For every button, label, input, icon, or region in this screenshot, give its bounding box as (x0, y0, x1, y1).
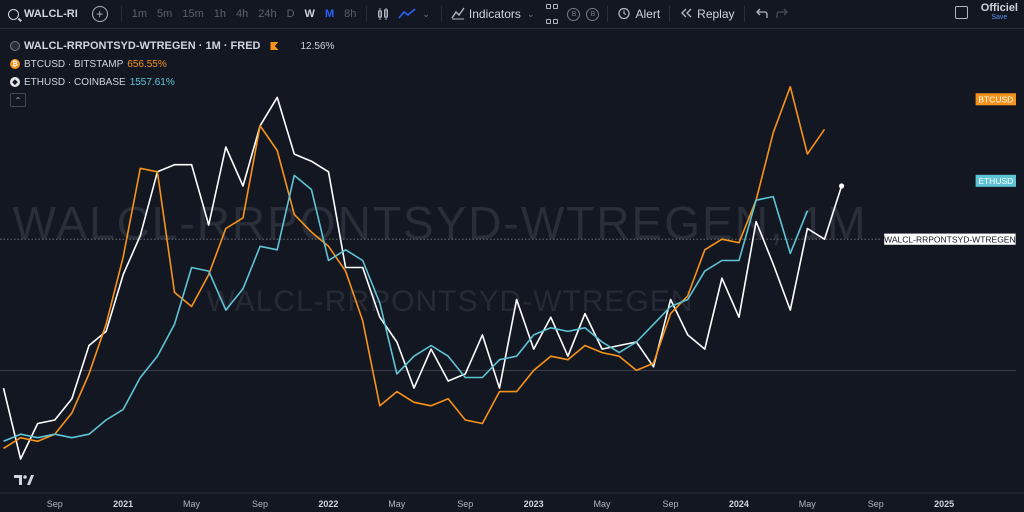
chart-legend: WALCL-RRPONTSYD-WTREGEN · 1M · FRED 12.5… (10, 37, 334, 107)
fullscreen-icon[interactable] (955, 6, 968, 19)
price-label-reference: WALCL-RRPONTSYD-WTREGEN (883, 232, 1017, 246)
time-axis-tick: 2025 (934, 499, 954, 509)
legend-main-row[interactable]: WALCL-RRPONTSYD-WTREGEN · 1M · FRED 12.5… (10, 37, 334, 55)
indicators-label: Indicators (468, 7, 521, 21)
interval-5m[interactable]: 5m (157, 8, 173, 20)
tradingview-logo (14, 475, 34, 485)
legend-eth-row[interactable]: ◆ ETHUSD · COINBASE 1557.61% (10, 73, 334, 91)
series-line-walcl-rrpontsyd-wtregen[interactable] (2, 96, 843, 460)
layout-grid-icon[interactable] (546, 0, 559, 28)
toolbar-divider (440, 6, 442, 22)
redo-icon[interactable] (772, 0, 794, 28)
flag-icon (270, 42, 279, 50)
price-label-ethusd: ETHUSD (975, 174, 1016, 187)
indicators-button[interactable]: Indicators (447, 0, 525, 28)
b-badge-icon[interactable]: B (567, 7, 581, 21)
replay-button[interactable]: Replay (675, 0, 738, 28)
time-axis-tick: 2021 (113, 499, 133, 509)
time-axis-tick: May (593, 499, 611, 509)
time-axis-tick: 2023 (524, 499, 544, 509)
alert-label: Alert (635, 7, 661, 21)
time-axis-tick: Sep (663, 499, 679, 509)
series-line-ethusd[interactable] (3, 174, 809, 443)
toolbar-divider (743, 6, 745, 22)
replay-label: Replay (697, 7, 735, 21)
account-label: Officiel (980, 2, 1018, 14)
toolbar-divider (366, 6, 368, 22)
legend-collapse-chevron-up-icon[interactable]: ⌃ (10, 93, 26, 107)
alert-button[interactable]: Alert (613, 0, 664, 28)
price-label-reference-text: WALCL-RRPONTSYD-WTREGEN (884, 234, 1015, 244)
account-menu[interactable]: Officiel Save (981, 2, 1018, 21)
symbol-label: WALCL-RI (24, 8, 78, 20)
interval-D[interactable]: D (286, 8, 295, 20)
time-axis-tick: May (183, 499, 201, 509)
time-axis-tick: May (388, 499, 406, 509)
interval-8h[interactable]: 8h (344, 8, 357, 20)
time-axis-tick: 2024 (729, 499, 749, 509)
legend-btc-row[interactable]: ₿ BTCUSD · BITSTAMP 656.55% (10, 55, 334, 73)
price-chart[interactable]: WALCL-RRPONTSYD-WTREGEN, 1M WALCL-RRPONT… (0, 29, 1024, 512)
interval-M[interactable]: M (324, 8, 335, 20)
toolbar-divider (669, 6, 671, 22)
series-end-dot (839, 183, 845, 189)
time-axis-tick: 2022 (318, 499, 338, 509)
time-axis-tick: May (799, 499, 817, 509)
series-layer (2, 85, 845, 460)
rewind-icon (675, 6, 697, 23)
save-label: Save (991, 14, 1008, 21)
legend-main-value: 12.56% (300, 40, 335, 52)
price-axis-labels: BTCUSD ETHUSD WALCL-RRPONTSYD-WTREGEN (883, 93, 1017, 246)
chart-type-chevron-down-icon[interactable]: ⌄ (422, 8, 430, 19)
indicators-icon (447, 6, 469, 23)
interval-24h[interactable]: 24h (258, 8, 277, 20)
legend-btc-name: BTCUSD · BITSTAMP (24, 58, 124, 70)
top-toolbar: WALCL-RI + 1m 5m 15m 1h 4h 24h D W M 8h ⌄ Indicat… (0, 0, 1024, 29)
price-label-ethusd-text: ETHUSD (978, 176, 1013, 186)
time-axis-tick: Sep (457, 499, 473, 509)
b-badge-icon[interactable]: B (586, 7, 600, 21)
symbol-search-button[interactable]: WALCL-RI (0, 0, 84, 28)
toolbar-divider (120, 6, 122, 22)
ethereum-icon: ◆ (10, 77, 20, 87)
series-dot-icon (10, 41, 20, 51)
bitcoin-icon: ₿ (10, 59, 20, 69)
time-axis-tick: Sep (252, 499, 268, 509)
undo-icon[interactable] (750, 0, 772, 28)
legend-eth-value: 1557.61% (129, 76, 175, 88)
time-axis-tick: Sep (47, 499, 63, 509)
chart-watermark-large: WALCL-RRPONTSYD-WTREGEN, 1M (13, 197, 868, 249)
interval-W[interactable]: W (304, 8, 315, 20)
legend-main-title: WALCL-RRPONTSYD-WTREGEN · 1M · FRED (24, 40, 261, 52)
interval-1h[interactable]: 1h (213, 8, 226, 20)
series-line-btcusd[interactable] (3, 85, 826, 450)
add-symbol-icon[interactable]: + (91, 6, 108, 22)
candles-chart-type-icon[interactable] (372, 0, 394, 28)
interval-1m[interactable]: 1m (131, 8, 148, 20)
legend-eth-name: ETHUSD · COINBASE (24, 76, 126, 88)
search-icon (8, 8, 19, 20)
alarm-clock-icon (613, 6, 635, 23)
chart-watermark-small: WALCL-RRPONTSYD-WTREGEN (207, 285, 694, 318)
interval-group: 1m 5m 15m 1h 4h 24h D W M 8h (127, 0, 362, 28)
line-chart-type-icon[interactable] (394, 0, 420, 28)
toolbar-divider (607, 6, 609, 22)
interval-15m[interactable]: 15m (182, 8, 204, 20)
legend-btc-value: 656.55% (127, 58, 167, 70)
time-axis-tick: Sep (868, 499, 884, 509)
price-label-btcusd: BTCUSD (975, 93, 1016, 106)
interval-4h[interactable]: 4h (235, 8, 249, 20)
time-axis: Sep 2021 May Sep 2022 May Sep 2023 May Sep 2024 May… (0, 492, 1024, 509)
price-label-btcusd-text: BTCUSD (978, 94, 1013, 104)
indicators-chevron-down-icon[interactable]: ⌄ (526, 8, 535, 19)
